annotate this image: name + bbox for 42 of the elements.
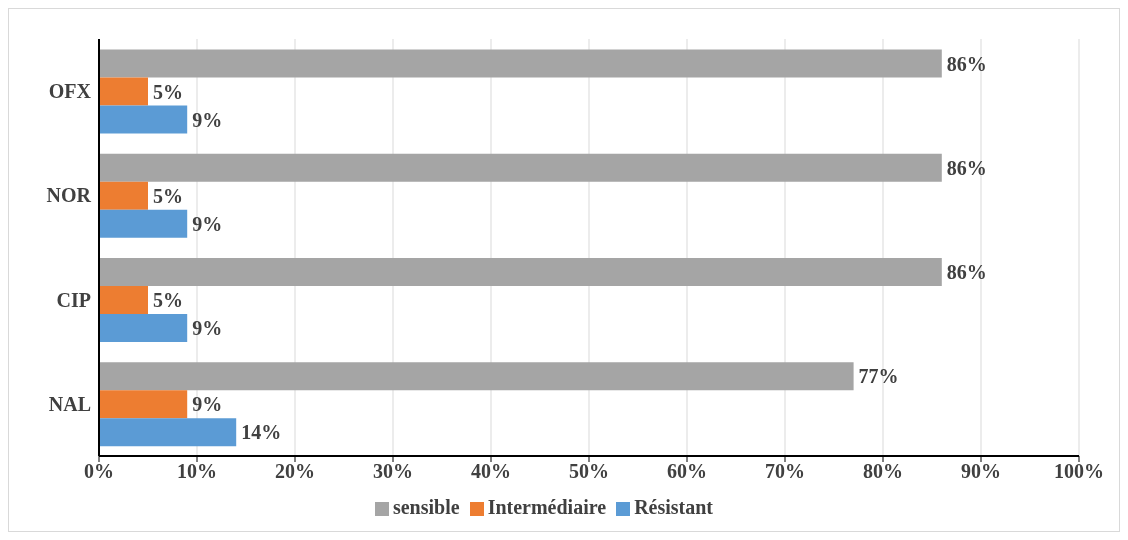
data-label: 86%	[946, 156, 987, 179]
data-label: 86%	[946, 52, 987, 75]
bar	[99, 49, 942, 78]
x-tick-label: 80%	[863, 460, 903, 483]
bar	[99, 362, 854, 391]
x-tick-label: 60%	[667, 460, 707, 483]
bar	[99, 418, 237, 447]
data-label: 5%	[153, 80, 183, 103]
data-label: 5%	[153, 184, 183, 207]
legend-label: Intermédiaire	[487, 496, 607, 518]
x-tick-label: 70%	[765, 460, 805, 483]
x-tick-label: 90%	[961, 460, 1001, 483]
x-tick-label: 40%	[471, 460, 511, 483]
data-label: 77%	[858, 365, 899, 388]
data-label: 9%	[192, 317, 223, 340]
bar	[99, 285, 148, 314]
bar	[99, 257, 942, 286]
data-label: 14%	[241, 421, 282, 444]
x-tick-label: 100%	[1054, 460, 1104, 483]
bar	[99, 209, 188, 238]
bar	[99, 105, 188, 134]
bar	[99, 77, 148, 106]
x-tick-label: 50%	[569, 460, 609, 483]
y-tick-label: OFX	[48, 80, 92, 103]
data-label: 5%	[153, 289, 183, 312]
bar	[99, 390, 188, 419]
y-tick-label: NAL	[48, 392, 91, 415]
x-tick-label: 0%	[84, 460, 114, 483]
legend-label: Résistant	[634, 496, 714, 518]
data-label: 9%	[192, 393, 223, 416]
bar	[99, 181, 148, 210]
data-label: 9%	[192, 212, 223, 235]
legend-label: sensible	[392, 496, 460, 518]
y-tick-label: NOR	[46, 184, 92, 207]
data-label: 9%	[192, 108, 223, 131]
bar	[99, 313, 188, 342]
y-tick-label: CIP	[56, 288, 91, 311]
x-tick-label: 20%	[275, 460, 315, 483]
bar	[99, 153, 942, 182]
x-tick-label: 10%	[177, 460, 217, 483]
data-label: 86%	[946, 261, 987, 284]
x-tick-label: 30%	[373, 460, 413, 483]
